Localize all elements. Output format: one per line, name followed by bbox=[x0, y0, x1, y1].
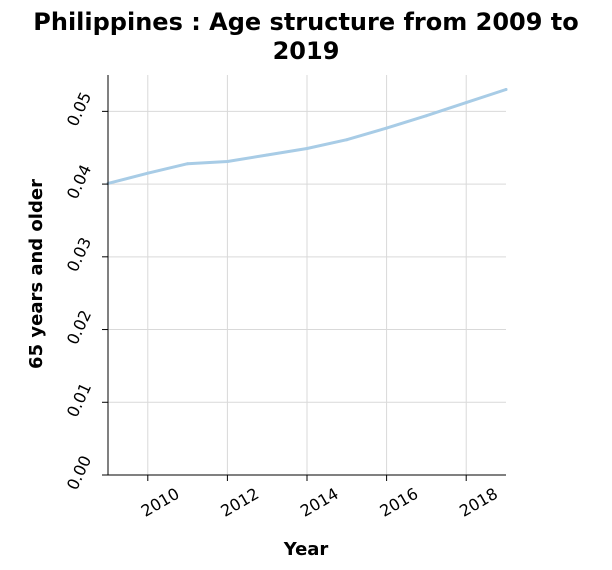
x-axis-title: Year bbox=[283, 539, 329, 560]
data-point bbox=[385, 126, 389, 130]
data-point bbox=[186, 162, 190, 166]
data-point bbox=[464, 101, 468, 105]
chart-title-line-2: 2019 bbox=[273, 37, 340, 65]
data-point bbox=[305, 146, 309, 150]
y-axis-title: 65 years and older bbox=[26, 179, 47, 369]
x-tick-label: 2010 bbox=[138, 484, 183, 521]
y-tick-label: 0.04 bbox=[63, 162, 95, 202]
grid-lines bbox=[108, 75, 506, 476]
x-tick-label: 2018 bbox=[456, 484, 501, 521]
chart-title-line-1: Philippines : Age structure from 2009 to bbox=[33, 8, 578, 36]
y-tick-label: 0.05 bbox=[63, 89, 95, 129]
x-tick-label: 2014 bbox=[297, 484, 342, 521]
y-tick-label: 0.03 bbox=[63, 234, 95, 274]
data-point bbox=[345, 138, 349, 142]
x-tick-label: 2012 bbox=[217, 484, 262, 521]
data-point bbox=[504, 88, 508, 92]
series-layer bbox=[106, 88, 508, 185]
y-tick-label: 0.01 bbox=[63, 380, 95, 420]
axes bbox=[102, 75, 506, 481]
x-tick-label: 2016 bbox=[377, 484, 422, 521]
y-tick-label: 0.00 bbox=[63, 453, 95, 493]
y-tick-label: 0.02 bbox=[63, 307, 95, 347]
data-point bbox=[265, 153, 269, 157]
data-point bbox=[424, 114, 428, 118]
data-point bbox=[146, 171, 150, 175]
data-point bbox=[225, 160, 229, 164]
